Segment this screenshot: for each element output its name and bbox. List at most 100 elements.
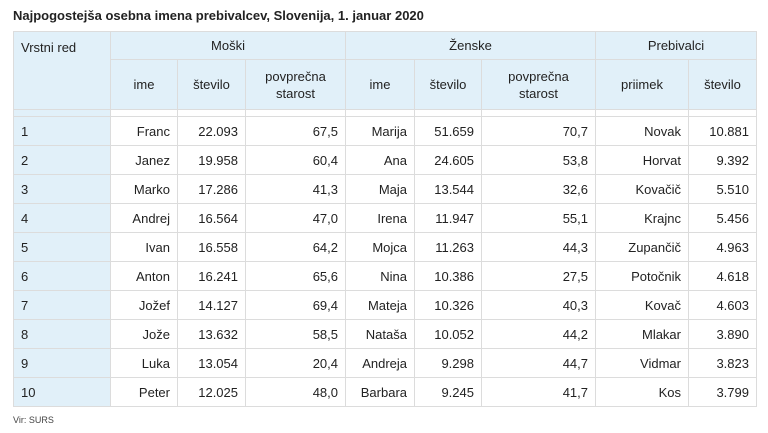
- table-title: Najpogostejša osebna imena prebivalcev, …: [13, 8, 424, 23]
- table-cell: Luka: [110, 348, 178, 378]
- table-cell: 9.245: [414, 377, 482, 407]
- table-cell: Jože: [110, 319, 178, 349]
- table-cell: Potočnik: [595, 261, 689, 291]
- table-cell: 67,5: [245, 116, 346, 146]
- table-cell: 44,2: [481, 319, 596, 349]
- table-row: 3 Marko 17.286 41,3 Maja 13.544 32,6 Kovačič 5.5…: [13, 174, 757, 204]
- table-cell: 55,1: [481, 203, 596, 233]
- table-cell: Maja: [345, 174, 415, 204]
- table-cell: Zupančič: [595, 232, 689, 262]
- table-row: 1 Franc 22.093 67,5 Marija 51.659 70,7 Novak 10.…: [13, 116, 757, 146]
- table-cell: 32,6: [481, 174, 596, 204]
- table-cell: 44,3: [481, 232, 596, 262]
- table-cell: 64,2: [245, 232, 346, 262]
- header-group-men: Moški: [110, 31, 346, 60]
- table-cell: 20,4: [245, 348, 346, 378]
- table-cell: Ivan: [110, 232, 178, 262]
- table-row: 9 Luka 13.054 20,4 Andreja 9.298 44,7 Vidmar 3.8…: [13, 348, 757, 378]
- table-row: 4 Andrej 16.564 47,0 Irena 11.947 55,1 Krajnc 5.…: [13, 203, 757, 233]
- table-cell: 17.286: [177, 174, 246, 204]
- header-group-women: Ženske: [345, 31, 596, 60]
- table-cell: Kovačič: [595, 174, 689, 204]
- table-cell: Krajnc: [595, 203, 689, 233]
- header-sub: povprečna starost: [245, 59, 346, 110]
- header-group-population: Prebivalci: [595, 31, 757, 60]
- table-cell: 9.298: [414, 348, 482, 378]
- table-cell: 40,3: [481, 290, 596, 320]
- table-cell: 16.558: [177, 232, 246, 262]
- table-cell: 22.093: [177, 116, 246, 146]
- table-cell: 10.386: [414, 261, 482, 291]
- table-cell: 51.659: [414, 116, 482, 146]
- table-cell: 3.823: [688, 348, 757, 378]
- table-cell: 69,4: [245, 290, 346, 320]
- table-cell: 11.263: [414, 232, 482, 262]
- table-cell: 13.544: [414, 174, 482, 204]
- header-sub: povprečna starost: [481, 59, 596, 110]
- rank-cell: 3: [13, 174, 111, 204]
- rank-cell: 5: [13, 232, 111, 262]
- table-row: 8 Jože 13.632 58,5 Nataša 10.052 44,2 Mlakar 3.8…: [13, 319, 757, 349]
- table-cell: Vidmar: [595, 348, 689, 378]
- rank-cell: 10: [13, 377, 111, 407]
- table-cell: 65,6: [245, 261, 346, 291]
- table-cell: Janez: [110, 145, 178, 175]
- table-cell: Irena: [345, 203, 415, 233]
- names-table: Vrstni red Moški Ženske Prebivalci ime št…: [13, 31, 757, 407]
- table-cell: Mateja: [345, 290, 415, 320]
- table-row: 2 Janez 19.958 60,4 Ana 24.605 53,8 Horvat 9.392: [13, 145, 757, 175]
- rank-cell: 7: [13, 290, 111, 320]
- table-cell: 41,7: [481, 377, 596, 407]
- table-cell: Andreja: [345, 348, 415, 378]
- table-cell: 48,0: [245, 377, 346, 407]
- rank-cell: 4: [13, 203, 111, 233]
- table-cell: Barbara: [345, 377, 415, 407]
- header-rank: Vrstni red: [13, 31, 111, 110]
- table-cell: 44,7: [481, 348, 596, 378]
- table-cell: 3.799: [688, 377, 757, 407]
- table-cell: 16.241: [177, 261, 246, 291]
- header-sub: ime: [110, 59, 178, 110]
- rank-cell: 6: [13, 261, 111, 291]
- table-cell: 3.890: [688, 319, 757, 349]
- header-sub: število: [688, 59, 757, 110]
- table-cell: 10.326: [414, 290, 482, 320]
- table-cell: 16.564: [177, 203, 246, 233]
- table-cell: 4.618: [688, 261, 757, 291]
- table-cell: Ana: [345, 145, 415, 175]
- table-cell: Novak: [595, 116, 689, 146]
- table-cell: 41,3: [245, 174, 346, 204]
- table-cell: Nataša: [345, 319, 415, 349]
- table-cell: 4.603: [688, 290, 757, 320]
- table-cell: 70,7: [481, 116, 596, 146]
- table-cell: 13.054: [177, 348, 246, 378]
- table-cell: 14.127: [177, 290, 246, 320]
- table-cell: 24.605: [414, 145, 482, 175]
- table-cell: Nina: [345, 261, 415, 291]
- table-cell: 19.958: [177, 145, 246, 175]
- table-cell: 13.632: [177, 319, 246, 349]
- rank-cell: 8: [13, 319, 111, 349]
- table-cell: 10.052: [414, 319, 482, 349]
- table-cell: 10.881: [688, 116, 757, 146]
- rank-cell: 9: [13, 348, 111, 378]
- header-sub: priimek: [595, 59, 689, 110]
- header-sub: ime: [345, 59, 415, 110]
- table-row: 7 Jožef 14.127 69,4 Mateja 10.326 40,3 Kovač 4.6…: [13, 290, 757, 320]
- table-cell: 27,5: [481, 261, 596, 291]
- table-cell: Peter: [110, 377, 178, 407]
- table-row: 6 Anton 16.241 65,6 Nina 10.386 27,5 Potočnik 4.…: [13, 261, 757, 291]
- table-cell: 12.025: [177, 377, 246, 407]
- header-sub: število: [414, 59, 482, 110]
- rank-cell: 2: [13, 145, 111, 175]
- table-cell: 9.392: [688, 145, 757, 175]
- table-cell: Andrej: [110, 203, 178, 233]
- table-cell: Horvat: [595, 145, 689, 175]
- table-cell: Jožef: [110, 290, 178, 320]
- table-cell: Marija: [345, 116, 415, 146]
- table-cell: Kos: [595, 377, 689, 407]
- table-cell: 5.456: [688, 203, 757, 233]
- table-cell: Marko: [110, 174, 178, 204]
- table-cell: 53,8: [481, 145, 596, 175]
- table-cell: 47,0: [245, 203, 346, 233]
